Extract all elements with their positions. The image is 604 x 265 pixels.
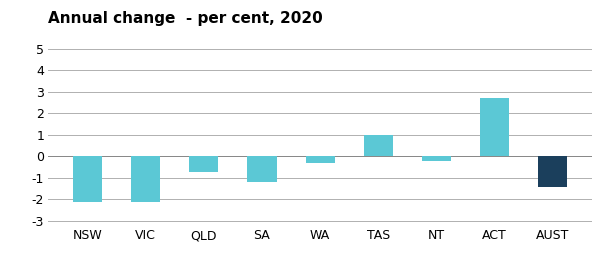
Bar — [480, 98, 509, 156]
Bar — [538, 156, 567, 187]
Bar — [73, 156, 102, 202]
Text: Annual change  - per cent, 2020: Annual change - per cent, 2020 — [48, 11, 323, 26]
Bar — [131, 156, 160, 202]
Bar — [189, 156, 219, 171]
Bar — [306, 156, 335, 163]
Bar — [364, 135, 393, 156]
Bar — [248, 156, 277, 182]
Bar — [422, 156, 451, 161]
